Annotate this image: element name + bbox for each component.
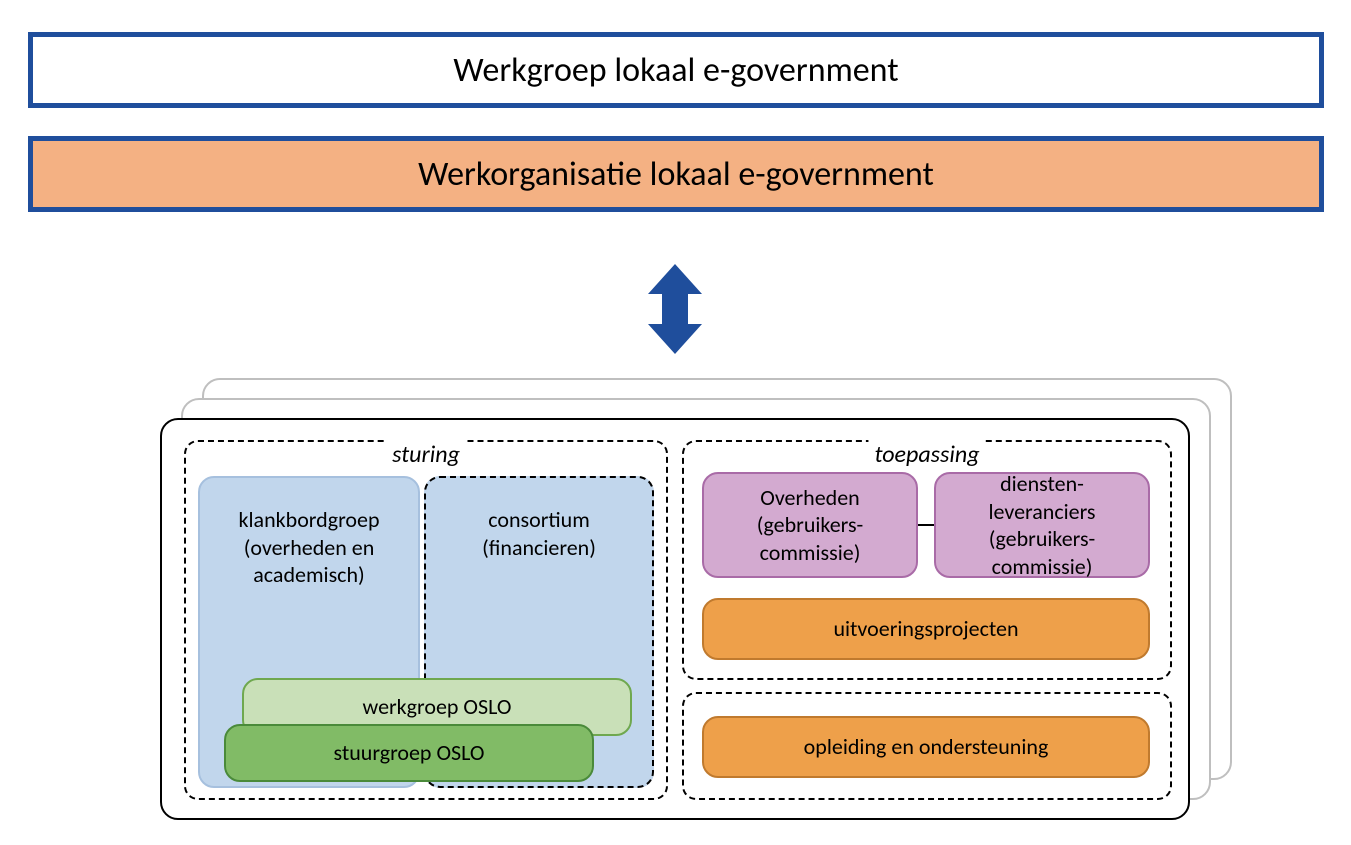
overheden-node: Overheden(gebruikers-commissie) — [702, 472, 918, 578]
werkgroep-box: Werkgroep lokaal e-government — [28, 32, 1324, 108]
klankbordgroep-label: klankbordgroep(overheden enacademisch) — [238, 506, 379, 589]
werkgroep-oslo-label: werkgroep OSLO — [363, 693, 512, 721]
sturing-title: sturing — [386, 440, 466, 469]
overheden-label: Overheden(gebruikers-commissie) — [757, 484, 864, 567]
opleiding-node: opleiding en ondersteuning — [702, 716, 1150, 778]
double-arrow-icon — [640, 264, 710, 354]
diensten-label: diensten-leveranciers(gebruikers-commiss… — [988, 470, 1095, 580]
stack-card-front: sturing toepassing klankbordgroep(overhe… — [160, 418, 1190, 820]
stuurgroep-oslo-label: stuurgroep OSLO — [334, 739, 485, 767]
uitvoering-node: uitvoeringsprojecten — [702, 598, 1150, 660]
diensten-node: diensten-leveranciers(gebruikers-commiss… — [934, 472, 1150, 578]
stuurgroep-oslo-node: stuurgroep OSLO — [224, 724, 594, 782]
consortium-label: consortium(financieren) — [482, 506, 596, 561]
werkorganisatie-label: Werkorganisatie lokaal e-government — [418, 154, 934, 195]
werkorganisatie-box: Werkorganisatie lokaal e-government — [28, 136, 1324, 212]
werkgroep-label: Werkgroep lokaal e-government — [453, 50, 898, 91]
org-diagram: sturing toepassing klankbordgroep(overhe… — [160, 378, 1232, 820]
uitvoering-label: uitvoeringsprojecten — [833, 615, 1018, 643]
opleiding-label: opleiding en ondersteuning — [804, 733, 1049, 761]
toepassing-title: toepassing — [868, 440, 985, 469]
